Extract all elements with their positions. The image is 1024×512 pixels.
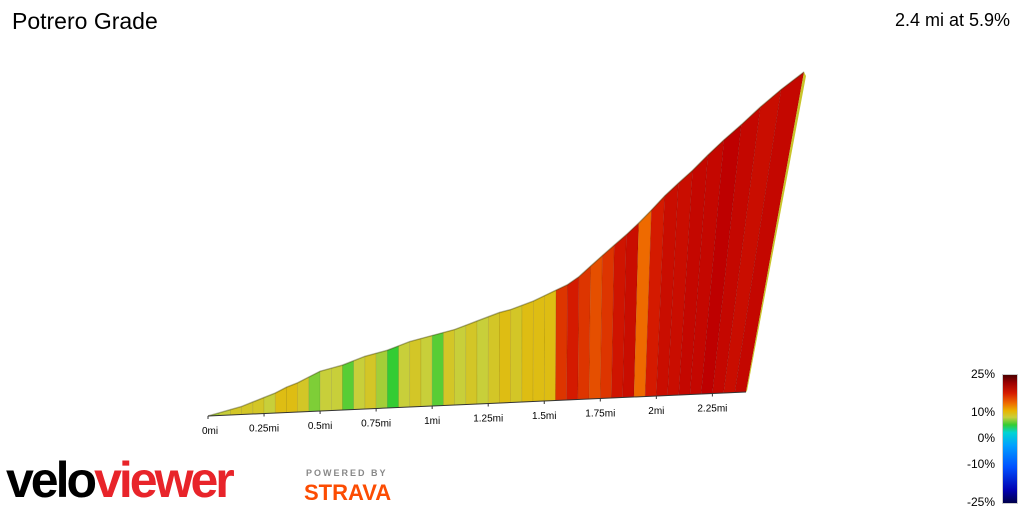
elevation-line — [207, 71, 805, 417]
segment-title: Potrero Grade — [12, 8, 158, 34]
grade-band-27 — [510, 304, 523, 403]
grade-band-24 — [476, 316, 489, 405]
legend-label: 10% — [970, 405, 995, 419]
grade-band-9 — [308, 370, 321, 412]
grade-color-legend — [1002, 374, 1018, 504]
profile-end-face — [746, 72, 806, 392]
tick-label: 2mi — [648, 406, 664, 417]
grade-band-20 — [431, 332, 444, 407]
legend-label: -25% — [966, 495, 995, 509]
segment-summary: 2.4 mi at 5.9% — [894, 10, 1010, 30]
tick-label: 0.75mi — [361, 419, 391, 430]
grade-band-22 — [454, 324, 467, 406]
grade-band-13 — [353, 355, 366, 410]
grade-band-26 — [499, 309, 512, 404]
grade-band-25 — [487, 312, 500, 404]
grade-band-33 — [577, 265, 591, 400]
grade-band-10 — [319, 367, 332, 412]
grade-bands — [207, 71, 806, 417]
veloviewer-logo: veloviewer — [6, 452, 235, 508]
logo-text-viewer: viewer — [94, 452, 235, 508]
strava-logo: STRAVA — [304, 480, 392, 505]
grade-band-19 — [420, 335, 433, 407]
legend-label: 25% — [970, 367, 995, 381]
grade-band-28 — [521, 300, 534, 403]
grade-band-11 — [330, 364, 343, 411]
tick-label: 1mi — [424, 416, 440, 427]
grade-band-16 — [387, 345, 399, 409]
legend-label: 0% — [977, 431, 995, 445]
grade-band-29 — [532, 295, 545, 402]
legend-label: -10% — [966, 457, 995, 471]
distance-tick-labels: 0mi 0.25mi 0.5mi 0.75mi 1mi 1.25mi 1.5mi 1.75mi… — [202, 404, 727, 438]
grade-band-6 — [274, 386, 287, 414]
tick-label: 1.5mi — [532, 411, 556, 422]
grade-band-31 — [555, 284, 568, 401]
grade-band-23 — [465, 320, 478, 405]
grade-band-32 — [566, 276, 580, 401]
grade-band-18 — [409, 338, 422, 408]
powered-by-label: POWERED BY — [306, 468, 388, 478]
grade-band-30 — [543, 289, 557, 402]
tick-label: 0.25mi — [249, 424, 279, 435]
distance-axis — [207, 391, 747, 419]
tick-label: 0mi — [202, 426, 218, 437]
grade-band-12 — [342, 360, 355, 411]
grade-band-15 — [375, 349, 388, 409]
grade-band-14 — [364, 352, 377, 410]
grade-band-21 — [443, 329, 455, 406]
tick-label: 1.25mi — [473, 414, 503, 425]
grade-band-17 — [398, 341, 411, 408]
tick-label: 1.75mi — [585, 409, 615, 420]
tick-label: 2.25mi — [697, 404, 727, 415]
tick-label: 0.5mi — [308, 421, 332, 432]
logo-text-velo: velo — [6, 452, 97, 508]
